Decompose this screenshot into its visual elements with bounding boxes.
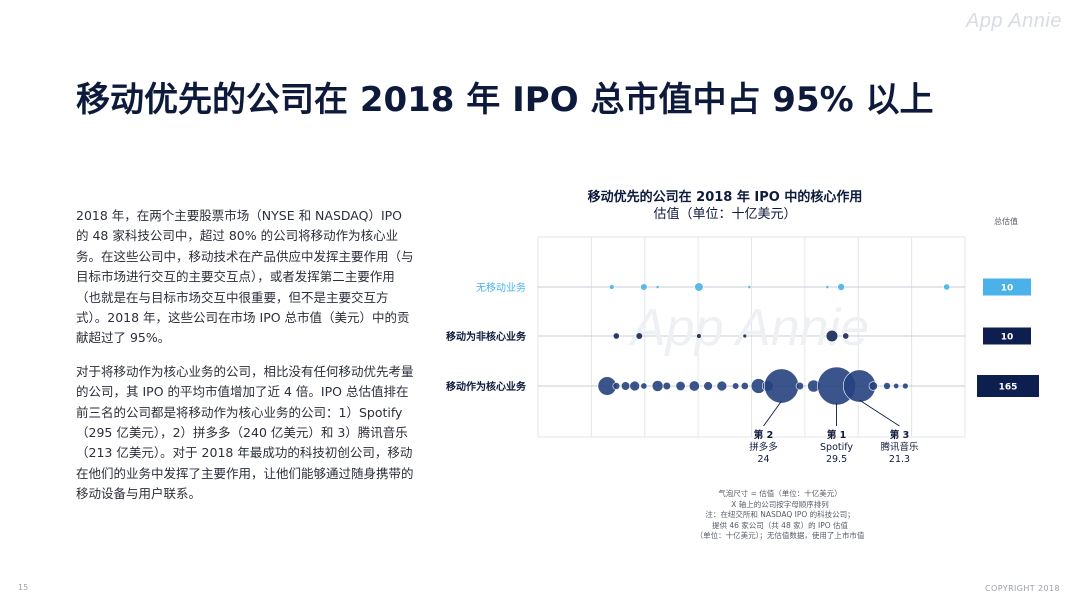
footnote-line-1: 气泡尺寸 = 估值（单位：十亿美元）: [718, 489, 842, 498]
bubble: [883, 382, 891, 390]
bubble: [740, 382, 749, 390]
bubble: [662, 381, 671, 391]
bubble: [868, 381, 878, 391]
bubble: [842, 332, 850, 340]
bubble: [629, 380, 640, 392]
page-number: 15: [18, 583, 29, 592]
bubble: [742, 333, 748, 339]
bubble: [612, 332, 620, 340]
total-value-box: [977, 375, 1039, 397]
footnote-line-2: X 轴上的公司按字母顺序排列: [731, 499, 829, 509]
bubble: [696, 333, 702, 339]
callout-value: 29.5: [826, 454, 847, 465]
bubble: [764, 368, 799, 404]
footnote-line-5: （单位：十亿美元）；无估值数据，使用了上市市值: [695, 531, 865, 541]
callout-leader-line: [859, 399, 900, 427]
bubble: [825, 285, 830, 289]
callout-value: 24: [757, 454, 769, 465]
callout-rank: 第 2: [754, 429, 773, 441]
bubble: [825, 329, 839, 343]
total-value-label: 10: [1001, 333, 1014, 343]
chart-title: 移动优先的公司在 2018 年 IPO 中的核心作用: [587, 190, 863, 205]
body-text: 2018 年，在两个主要股票市场（NYSE 和 NASDAQ）IPO 的 48 …: [76, 206, 416, 518]
chart-footnote: 气泡尺寸 = 估值（单位：十亿美元） X 轴上的公司按字母顺序排列 注：在纽交所…: [640, 489, 920, 542]
bubble: [612, 382, 621, 390]
bubble: [716, 380, 728, 392]
callout-rank: 第 1: [827, 429, 846, 441]
bubble: [688, 380, 700, 392]
footnote-line-4: 提供 46 家公司（共 48 家）的 IPO 估值: [711, 520, 849, 530]
bubble: [837, 283, 845, 291]
bubble: [608, 284, 615, 290]
page-title: 移动优先的公司在 2018 年 IPO 总市值中占 95% 以上: [76, 80, 934, 120]
bubble: [943, 283, 951, 291]
bubble: [655, 285, 660, 289]
total-value-label: 165: [999, 383, 1018, 393]
callout-leader-line: [763, 400, 782, 427]
callout-name: 腾讯音乐: [880, 441, 919, 453]
body-paragraph-2: 对于将移动作为核心业务的公司，相比没有任何移动优先考量的公司，其 IPO 的平均…: [76, 363, 414, 502]
bubble: [747, 285, 752, 289]
callout-value: 21.3: [889, 454, 910, 465]
bubble: [640, 283, 648, 291]
bubble: [902, 382, 909, 390]
row-label: 移动作为核心业务: [446, 380, 527, 393]
callout-rank: 第 3: [890, 429, 909, 441]
app-annie-watermark: App Annie: [628, 299, 869, 357]
bubble: [635, 332, 643, 340]
row-label: 无移动业务: [476, 281, 526, 294]
bubble: [640, 382, 648, 390]
callout-name: 拼多多: [749, 441, 778, 453]
bubble: [651, 380, 664, 392]
callout-name: Spotify: [820, 442, 853, 453]
footnote-line-3: 注：在纽交所和 NASDAQ IPO 的科技公司；: [705, 510, 855, 520]
row-label: 移动为非核心业务: [446, 330, 527, 343]
chart-subtitle: 估值（单位：十亿美元）: [653, 207, 797, 222]
total-value-box: [983, 327, 1031, 345]
bubble: [675, 381, 686, 391]
bubble: [795, 381, 804, 391]
bubble: [620, 381, 631, 391]
total-value-box: [983, 278, 1031, 296]
bubble: [694, 282, 704, 292]
body-paragraph-1: 2018 年，在两个主要股票市场（NYSE 和 NASDAQ）IPO 的 48 …: [76, 208, 414, 346]
bubble: [703, 381, 713, 391]
total-value-label: 10: [1001, 284, 1014, 294]
total-header: 总估值: [994, 216, 1018, 226]
bubble: [893, 382, 900, 390]
copyright: COPYRIGHT 2018: [985, 584, 1060, 593]
bubble: [732, 382, 740, 390]
app-annie-logo: App Annie: [965, 10, 1062, 32]
